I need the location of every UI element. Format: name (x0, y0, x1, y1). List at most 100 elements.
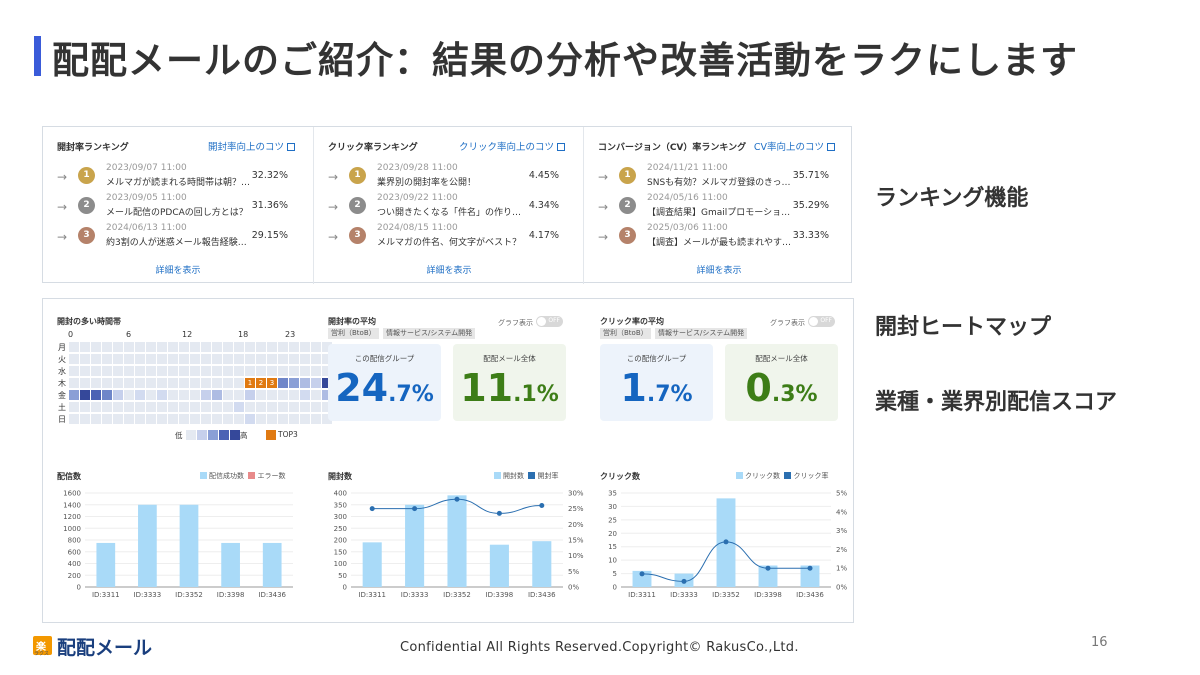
click-all-card: 配配メール全体 0.3% (725, 344, 838, 421)
ranking-title: 開封率ランキング (57, 143, 129, 153)
rate-value: 32.32% (251, 170, 288, 181)
mail-subject[interactable]: 業界別の開封率を公開！ (377, 178, 477, 188)
heatmap-cell (91, 378, 101, 388)
heatmap-cell (234, 342, 244, 352)
mail-subject[interactable]: 約3割の人が迷惑メール報告経験… (106, 238, 247, 248)
ranking-row[interactable]: → 2 2023/09/05 11:00 メール配信のPDCAの回し方とは？ 31.36… (57, 192, 302, 222)
open-rate-ranking: 開封率ランキング 開封率向上のコツ → 1 2023/09/07 11:00 メルマガ… (43, 127, 313, 284)
heatmap-cell (157, 366, 167, 376)
mail-subject[interactable]: メルマガの件名、何文字がベスト？ (377, 238, 522, 248)
day-label: 土 (58, 403, 66, 412)
heatmap-cell (212, 402, 222, 412)
y-tick-label: 1600 (63, 490, 81, 498)
rate-point (681, 578, 687, 584)
y-tick-label: 200 (68, 572, 81, 580)
ranking-row[interactable]: → 1 2024/11/21 11:00 SNSも有効？メルマガ登録のきっ… 35.71… (598, 162, 843, 192)
toggle-switch[interactable]: OFF (808, 316, 835, 327)
heatmap-cell (322, 342, 332, 352)
heatmap-cell (168, 354, 178, 364)
send-date: 2024/11/21 11:00 (647, 163, 728, 173)
rank-medal-icon: 3 (619, 227, 636, 244)
mail-subject[interactable]: 【調査結果】Gmailプロモーショ… (647, 208, 791, 218)
chart-title: 配信数 (57, 472, 81, 481)
heatmap-cell (267, 390, 277, 400)
show-details-link[interactable]: 詳細を表示 (426, 266, 472, 276)
x-tick-label: ID:3311 (92, 591, 120, 599)
ranking-tips-link[interactable]: CV率向上のコツ (754, 139, 835, 153)
cv-rate-ranking: コンバージョン（CV）率ランキング CV率向上のコツ → 1 2024/11/21 … (583, 127, 853, 284)
heatmap-cell (245, 354, 255, 364)
heatmap-cell (212, 378, 222, 388)
ranking-row[interactable]: → 3 2025/03/06 11:00 【調査】メールが最も読まれやす… 33.33% (598, 222, 843, 252)
heatmap-cell (311, 354, 321, 364)
graph-toggle[interactable]: グラフ表示 OFF (770, 316, 835, 328)
chart-title: クリック数 (600, 472, 640, 481)
show-details-link[interactable]: 詳細を表示 (155, 266, 201, 276)
y-tick-label: 150 (334, 548, 347, 556)
heatmap-cell (234, 402, 244, 412)
ranking-row[interactable]: → 3 2024/06/13 11:00 約3割の人が迷惑メール報告経験… 29.15% (57, 222, 302, 252)
x-tick-label: ID:3311 (358, 591, 386, 599)
mail-subject[interactable]: 【調査】メールが最も読まれやす… (647, 238, 792, 248)
rate-point (454, 496, 460, 502)
mail-subject[interactable]: メール配信のPDCAの回し方とは？ (106, 208, 248, 218)
heatmap-cell (300, 390, 310, 400)
ranking-tips-link[interactable]: クリック率向上のコツ (459, 139, 565, 153)
ranking-row[interactable]: → 1 2023/09/07 11:00 メルマガが読まれる時間帯は朝？… 32.32% (57, 162, 302, 192)
heatmap-cell (223, 378, 233, 388)
mail-subject[interactable]: つい開きたくなる「件名」の作り… (377, 208, 522, 218)
ranking-row[interactable]: → 3 2024/08/15 11:00 メルマガの件名、何文字がベスト？ 4.17% (328, 222, 573, 252)
ranking-tips-link[interactable]: 開封率向上のコツ (208, 139, 295, 153)
ranking-title: コンバージョン（CV）率ランキング (598, 143, 747, 153)
heatmap-cell (300, 342, 310, 352)
day-label: 月 (58, 343, 66, 352)
heatmap-cell (245, 414, 255, 424)
heatmap-cell (234, 378, 244, 388)
toggle-switch[interactable]: OFF (536, 316, 563, 327)
heatmap-cell (278, 342, 288, 352)
heatmap-cell (190, 342, 200, 352)
heatmap-cell (80, 354, 90, 364)
heatmap-cell (311, 414, 321, 424)
y2-tick-label: 15% (568, 537, 584, 545)
open-all-card: 配配メール全体 11.1% (453, 344, 566, 421)
heatmap-cell (157, 354, 167, 364)
rate-point (496, 510, 502, 516)
y-tick-label: 15 (608, 543, 617, 551)
rate-value: 35.71% (792, 170, 829, 181)
industry-tag: 営利（BtoB） (328, 328, 379, 339)
y-tick-label: 50 (338, 572, 347, 580)
heatmap-cell (146, 402, 156, 412)
heatmap-cell (69, 390, 79, 400)
heatmap-cell (300, 414, 310, 424)
ranking-row[interactable]: → 1 2023/09/28 11:00 業界別の開封率を公開！ 4.45% (328, 162, 573, 192)
y2-tick-label: 1% (836, 565, 847, 573)
arrow-right-icon: → (57, 200, 68, 214)
heatmap-cell (113, 390, 123, 400)
heatmap-cell (311, 378, 321, 388)
rank-medal-icon: 1 (78, 167, 95, 184)
ranking-row[interactable]: → 2 2024/05/16 11:00 【調査結果】Gmailプロモーショ… 35.2… (598, 192, 843, 222)
x-tick-label: ID:3436 (796, 591, 824, 599)
legend-top3: TOP3 (278, 430, 298, 439)
ranking-row[interactable]: → 2 2023/09/22 11:00 つい開きたくなる「件名」の作り… 4.34% (328, 192, 573, 222)
chart-legend: 開封数 開封率 (494, 471, 558, 481)
show-details-link[interactable]: 詳細を表示 (696, 266, 742, 276)
heatmap-cell (80, 390, 90, 400)
y-tick-label: 200 (334, 537, 347, 545)
mail-subject[interactable]: SNSも有効？メルマガ登録のきっ… (647, 178, 791, 188)
arrow-right-icon: → (598, 200, 609, 214)
y2-tick-label: 4% (836, 508, 847, 516)
bar (489, 544, 509, 587)
industry-tag: 情報サービス/システム開発 (655, 328, 748, 339)
heatmap-cell (289, 378, 299, 388)
delivery-chart: 0 200 400 600 800 1000 1200 1400 1600 ID:3311 ID:3… (63, 490, 293, 599)
y2-tick-label: 5% (836, 490, 847, 498)
heatmap-cell (146, 342, 156, 352)
logo-mark: 楽 (33, 636, 52, 655)
arrow-right-icon: → (598, 230, 609, 244)
graph-toggle[interactable]: グラフ表示 OFF (498, 316, 563, 328)
heatmap-cell (223, 414, 233, 424)
mail-subject[interactable]: メルマガが読まれる時間帯は朝？… (106, 178, 251, 188)
